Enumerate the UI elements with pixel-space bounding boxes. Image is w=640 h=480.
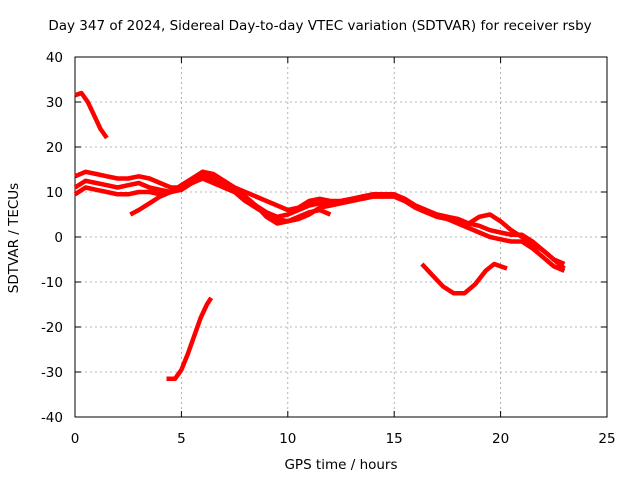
x-tick-label: 25 xyxy=(598,431,615,447)
y-tick-label: -30 xyxy=(41,365,63,381)
y-tick-label: 10 xyxy=(46,185,63,201)
y-tick-label: 40 xyxy=(46,50,63,66)
series-line-arc6 xyxy=(166,296,214,382)
x-axis-label: GPS time / hours xyxy=(284,457,398,473)
y-tick-label: -40 xyxy=(41,410,63,426)
series-line-arc4 xyxy=(73,169,332,226)
series-line-arc2 xyxy=(74,169,566,267)
x-tick-label: 15 xyxy=(386,431,403,447)
x-tick-label: 0 xyxy=(71,431,80,447)
series-line-arc1 xyxy=(74,90,109,140)
series-line-arc7 xyxy=(420,261,508,296)
series-line-arc5 xyxy=(129,176,566,271)
x-tick-label: 20 xyxy=(492,431,509,447)
chart-title: Day 347 of 2024, Sidereal Day-to-day VTE… xyxy=(48,18,592,34)
x-tick-label: 10 xyxy=(279,431,296,447)
series-line-arc3 xyxy=(73,174,566,273)
x-tick-label: 5 xyxy=(177,431,186,447)
y-tick-label: 20 xyxy=(46,140,63,156)
y-tick-label: 30 xyxy=(46,95,63,111)
y-axis-label: SDTVAR / TECUs xyxy=(6,182,22,294)
y-tick-label: -20 xyxy=(41,320,63,336)
y-tick-label: 0 xyxy=(54,230,63,246)
y-tick-label: -10 xyxy=(41,275,63,291)
